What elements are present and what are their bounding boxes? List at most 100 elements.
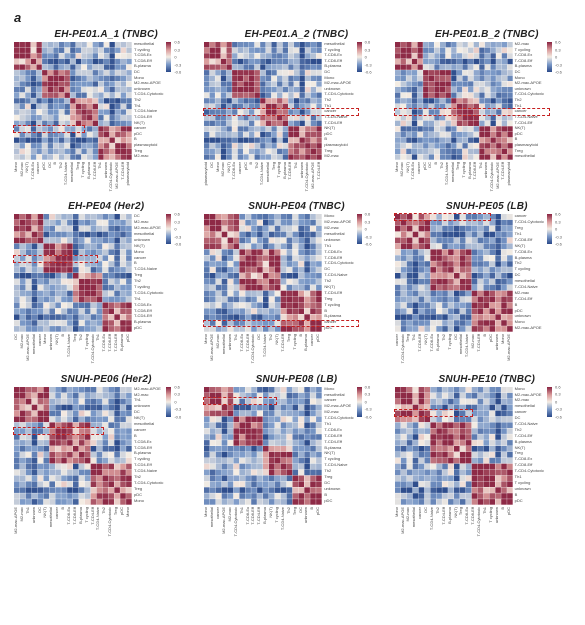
colorbar-tick: 0 [555,227,557,232]
heatmap-panel: SNUH-PE08 (LB) MonomesothelialcancerM2-ma… [204,370,388,536]
colorbar-tick: -0.6 [174,70,181,75]
colorbar-tick: 0.6 [174,212,180,217]
heatmap-panel: SNUH-PE04 (TNBC) MonoM2-mac-APOEM2-macmes… [204,197,388,363]
colorbar: -0.6-0.300.30.6 [547,387,553,417]
x-axis-labels: cancerT-CD4-CytotoxicTregTh1T-CD8-EffNK(… [395,334,513,363]
x-axis-labels: M2-mac-APOEM2-macTh1unknownDCNK(T)mesoth… [14,507,132,536]
x-tick-label: pDC [316,507,322,515]
x-axis-labels: plasmacytoidDCMonoM2-macNK(T)T-CD8-Excan… [204,162,322,191]
figure-label: a [14,10,579,25]
colorbar-tick: -0.6 [365,414,372,419]
x-tick-label: plasmacytoid [126,162,132,185]
colorbar-tick: 0.6 [555,212,561,217]
colorbar: -0.6-0.300.30.6 [357,387,363,417]
colorbar-tick: 0 [555,399,557,404]
y-tick-label: Mono [134,499,163,505]
x-tick-label: pDC [126,334,132,342]
colorbar-tick: -0.6 [174,414,181,419]
x-tick-label: T cycling [293,334,299,350]
colorbar-tick: 0 [174,399,176,404]
y-tick-label: pDC [134,326,163,332]
colorbar-tick: -0.6 [365,242,372,247]
panel-grid: EH-PE01.A_1 (TNBC)MonoM2-macNK(T)T-CD8-E… [14,25,579,536]
heatmap [204,387,322,505]
colorbar-tick: 0.6 [365,40,371,45]
y-axis-labels: cancerT-CD4-CytotoxicTregTh1T-CD8-EffNK(… [515,214,544,332]
heatmap [14,387,132,505]
y-axis-labels: MonoM2-mac-APOEM2-macmesothelialcancerDC… [515,387,544,505]
colorbar-tick: 0 [365,227,367,232]
y-tick-label: pDC [324,326,353,332]
x-tick-label: M2-mac-APOE [507,334,513,361]
colorbar-tick: 0.6 [174,40,180,45]
colorbar-tick: 0.3 [555,219,561,224]
colorbar-tick: -0.6 [174,242,181,247]
colorbar-tick: -0.3 [174,62,181,67]
heatmap-panel: EH-PE01.A_1 (TNBC)MonoM2-macNK(T)T-CD8-E… [14,25,198,191]
heatmap-panel: EH-PE04 (Her2) DCM2-macM2-mac-APOEmesothe… [14,197,198,363]
x-tick-label: Mono [126,507,132,517]
colorbar: -0.6-0.300.30.6 [166,42,172,72]
heatmap [14,42,132,160]
heatmap-panel: EH-PE01.B_2 (TNBC)MonoM2-macNK(T)T-CD8-E… [395,25,579,191]
colorbar-tick: 0 [555,55,557,60]
heatmap-panel: SNUH-PE06 (Her2)M2-mac-APOEM2-macTh1unkn… [14,370,198,536]
y-axis-labels: M2-macT cyclingT-CD8-ExT-CD8-EffB-plasma… [515,42,544,160]
colorbar-tick: 0.6 [555,40,561,45]
colorbar-tick: 0 [365,399,367,404]
colorbar-tick: -0.3 [555,407,562,412]
colorbar-tick: 0.6 [555,384,561,389]
y-axis-labels: mesothelialT cyclingT-CD8-ExT-CD8-EffB-p… [134,42,163,160]
y-axis-labels: M2-mac-APOEM2-macTh1unknownDCNK(T)mesoth… [134,387,163,505]
y-axis-labels: MonomesothelialcancerM2-mac-APOEM2-macT-… [324,387,353,505]
colorbar-tick: 0.3 [365,392,371,397]
colorbar: -0.6-0.300.30.6 [547,42,553,72]
colorbar-tick: 0.3 [174,47,180,52]
colorbar-tick: 0.3 [365,47,371,52]
x-axis-labels: MonoM2-mac-APOEM2-macmesothelialunknownT… [204,334,322,363]
heatmap-panel: SNUH-PE10 (TNBC) MonoM2-mac-APOEM2-macmes… [395,370,579,536]
x-axis-labels: DCM2-macM2-mac-APOEmesothelialcancerMono… [14,334,132,363]
heatmap-panel: SNUH-PE05 (LB)cancerT-CD4-CytotoxicTregT… [395,197,579,363]
colorbar-tick: 0 [174,55,176,60]
y-tick-label: pDC [324,499,353,505]
colorbar-tick: 0.3 [174,219,180,224]
colorbar-tick: 0.6 [365,212,371,217]
colorbar: -0.6-0.300.30.6 [357,42,363,72]
x-tick-label: pDC [507,507,513,515]
heatmap [14,214,132,332]
panel-title: SNUH-PE08 (LB) [204,374,388,385]
x-axis-labels: MonoM2-macNK(T)T-CD8-ExcancerpDCDCBTh2T-… [14,162,132,191]
x-tick-label: pDC [316,334,322,342]
colorbar-tick: -0.6 [555,242,562,247]
x-axis-labels: MonoM2-macNK(T)T-CD8-ExcancerpDCDCBTh2T-… [395,162,513,191]
colorbar-tick: -0.6 [555,414,562,419]
panel-title: SNUH-PE10 (TNBC) [395,374,579,385]
colorbar-tick: -0.3 [365,234,372,239]
y-axis-labels: MonoM2-mac-APOEM2-macmesothelialunknownT… [324,214,353,332]
colorbar: -0.6-0.300.30.6 [547,214,553,244]
colorbar-tick: 0.3 [555,392,561,397]
panel-title: SNUH-PE04 (TNBC) [204,201,388,212]
colorbar: -0.6-0.300.30.6 [166,387,172,417]
panel-title: EH-PE01.A_2 (TNBC) [204,29,388,40]
y-axis-labels: mesothelialT cyclingT-CD8-ExT-CD8-EffB-p… [324,42,353,160]
y-tick-label: mesothelial [515,154,544,160]
x-tick-label: T-CD4-Eff [317,162,323,180]
colorbar-tick: 0.3 [365,219,371,224]
heatmap-panel: EH-PE01.A_2 (TNBC) plasmacytoidDCMonoM2-m… [204,25,388,191]
colorbar: -0.6-0.300.30.6 [357,214,363,244]
heatmap [204,42,322,160]
colorbar-tick: 0.3 [174,392,180,397]
colorbar-tick: 0.6 [365,384,371,389]
x-tick-label: T-CD4-Eff [477,334,483,352]
colorbar-tick: 0 [174,227,176,232]
colorbar-tick: 0.3 [555,47,561,52]
colorbar-tick: -0.3 [174,234,181,239]
panel-title: EH-PE04 (Her2) [14,201,198,212]
y-tick-label: pDC [515,499,544,505]
colorbar-tick: 0 [365,55,367,60]
colorbar-tick: -0.6 [555,70,562,75]
x-axis-labels: MonoM2-mac-APOEM2-macmesothelialcancerDC… [395,507,513,536]
colorbar-tick: -0.3 [555,62,562,67]
